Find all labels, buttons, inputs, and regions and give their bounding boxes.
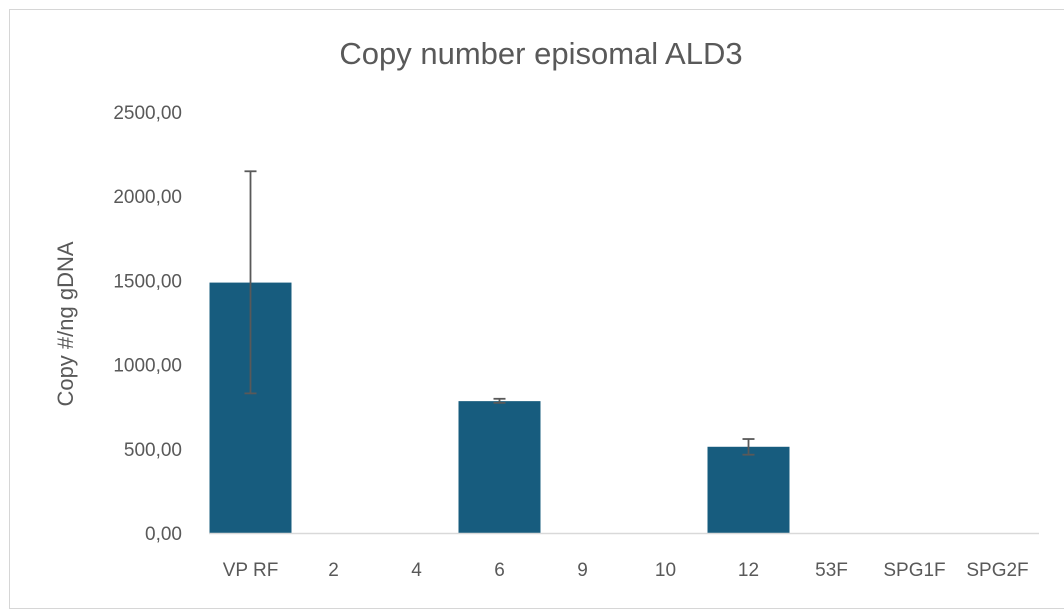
x-tick-label: 4 [411,560,422,581]
x-tick-label: SPG1F [883,560,945,581]
y-tick-label: 0,00 [145,524,182,545]
y-axis-title: Copy #/ng gDNA [53,241,78,406]
bar [458,401,541,533]
x-tick-label: 53F [815,560,848,581]
x-tick-label: 9 [577,560,588,581]
y-tick-label: 2500,00 [113,103,182,124]
x-tick-label: 12 [738,560,759,581]
y-tick-label: 1500,00 [113,271,182,292]
chart-title: Copy number episomal ALD3 [339,36,742,71]
x-tick-label: 10 [655,560,676,581]
x-axis-ticks: VP RF 2 4 6 9 10 12 53F SPG1F SPG2F [223,560,1029,581]
bar [707,446,790,533]
x-tick-label: 2 [328,560,339,581]
y-axis-ticks: 0,00 500,00 1000,00 1500,00 2000,00 2500,00 [113,103,182,545]
y-tick-label: 1000,00 [113,356,182,377]
x-tick-label: VP RF [223,560,279,581]
bars [209,282,790,533]
error-bar [244,170,257,395]
x-tick-label: SPG2F [966,560,1028,581]
y-tick-label: 500,00 [124,440,182,461]
y-tick-label: 2000,00 [113,187,182,208]
error-bar [742,438,755,456]
error-bar [493,397,506,404]
error-bars [244,170,755,456]
x-tick-label: 6 [494,560,505,581]
